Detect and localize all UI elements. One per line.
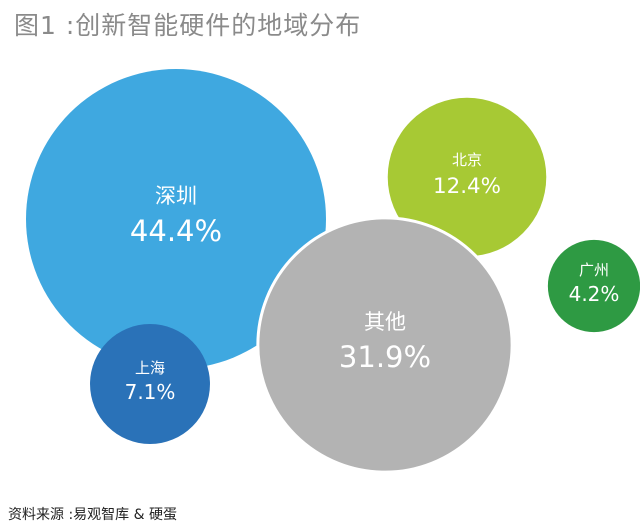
bubble-beijing-name: 北京: [452, 151, 482, 169]
bubble-shenzhen-name: 深圳: [155, 184, 197, 208]
bubble-other-circle: [256, 216, 514, 474]
bubble-shenzhen-circle: [26, 69, 326, 369]
bubble-beijing-value: 12.4%: [433, 174, 501, 199]
bubble-shanghai-circle: [90, 324, 210, 444]
bubble-beijing: 北京 12.4%: [387, 97, 547, 257]
bubble-shenzhen-value: 44.4%: [130, 214, 222, 248]
bubble-guangzhou: 广州 4.2%: [547, 239, 640, 333]
bubble-beijing-circle: [387, 97, 547, 257]
bubble-guangzhou-value: 4.2%: [569, 282, 620, 306]
chart-title: 图1 :创新智能硬件的地域分布: [14, 11, 362, 40]
bubble-guangzhou-circle: [547, 239, 640, 333]
bubble-shanghai-name: 上海: [135, 359, 165, 377]
bubble-other: 其他 31.9%: [256, 216, 514, 474]
bubble-guangzhou-name: 广州: [579, 261, 609, 279]
bubble-other-value: 31.9%: [339, 340, 431, 374]
bubble-shanghai: 上海 7.1%: [90, 324, 210, 444]
bubble-shanghai-value: 7.1%: [125, 380, 176, 404]
source-note: 资料来源 :易观智库 & 硬蛋: [8, 507, 177, 523]
bubble-shenzhen: 深圳 44.4%: [26, 69, 326, 369]
bubble-other-name: 其他: [364, 310, 406, 334]
